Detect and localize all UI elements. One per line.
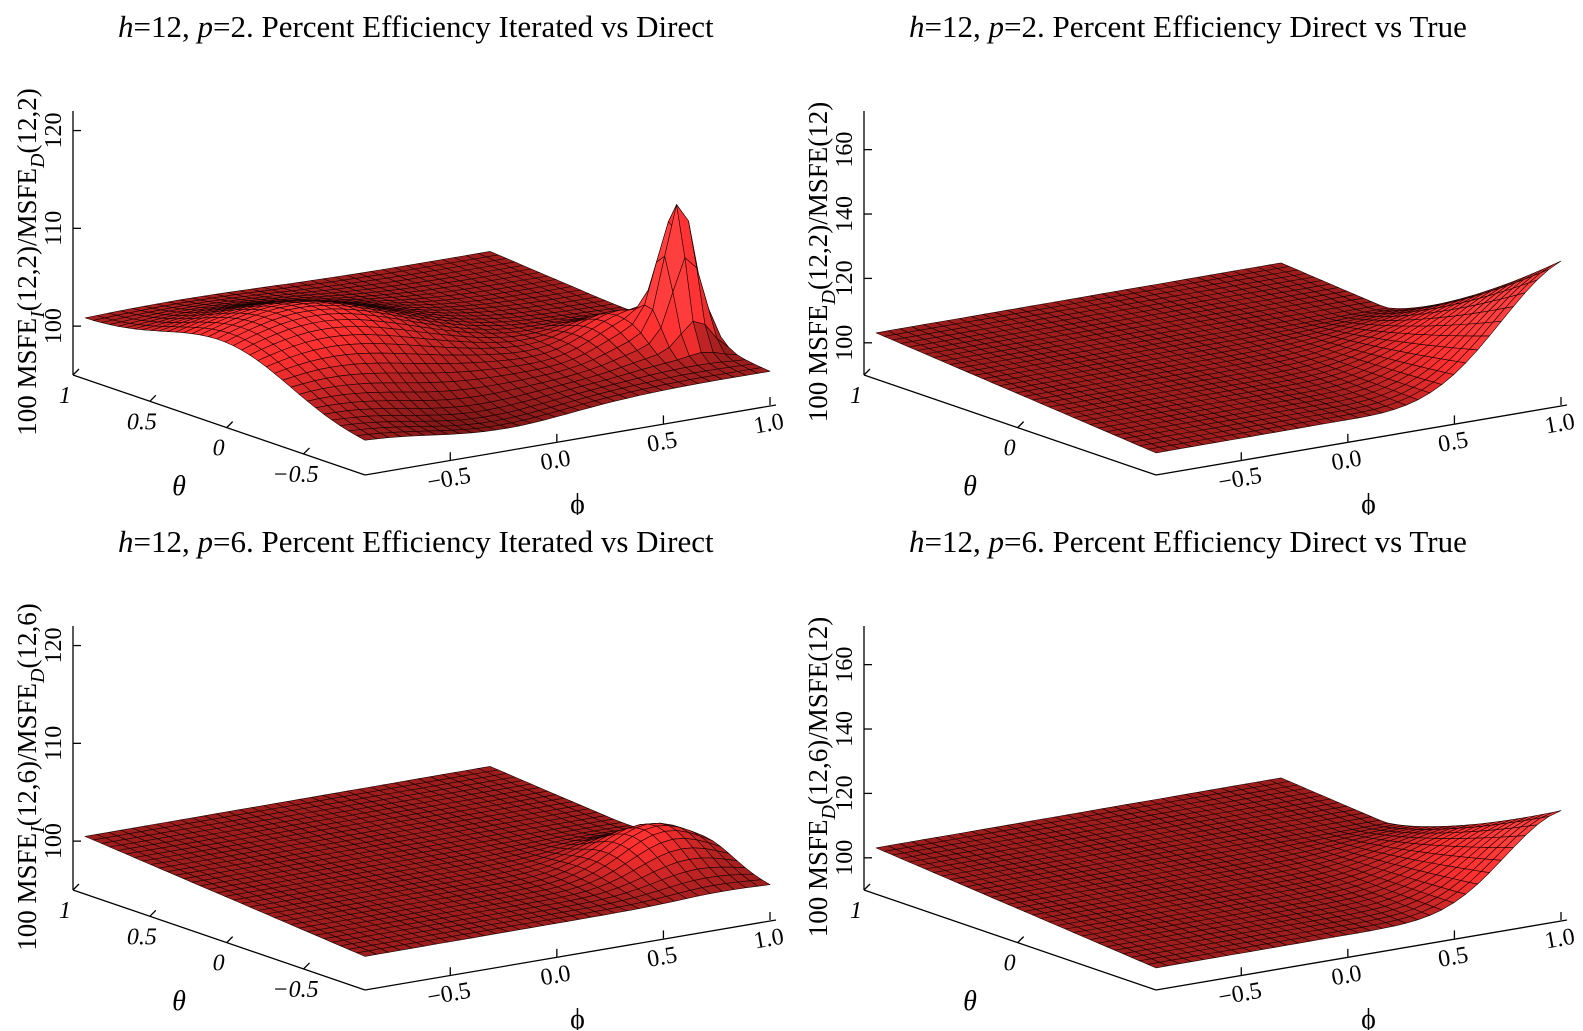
z-tick-label: 160 [832,647,858,683]
surface-cell [1540,810,1562,819]
theta-tick-label: 0 [1004,951,1016,977]
theta-axis-line [72,374,366,476]
z-tick-label: 100 [832,840,858,876]
phi-axis-line [1155,919,1568,991]
phi-tick-label: 1.0 [752,409,786,440]
panel-direct-vs-true-p2: h=12, p=2. Percent Efficiency Direct vs … [791,0,1582,515]
phi-axis-line [364,919,777,991]
surface-plot-svg: h=12, p=2. Percent Efficiency Iterated v… [12,9,786,515]
chart-title: h=12, p=2. Percent Efficiency Iterated v… [118,9,714,44]
theta-axis-line [72,889,366,991]
theta-tick-label: 1 [59,383,71,409]
surface-mesh [84,766,771,957]
theta-tick-mark [1017,936,1025,944]
z-axis-label: 100 MSFEI(12,2)/MSFED(12,2) [12,88,49,435]
phi-tick-label: 0.5 [1436,942,1470,973]
phi-tick-label: 1.0 [752,924,786,955]
theta-axis-line [863,374,1157,476]
theta-tick-label: 0 [1004,436,1016,462]
theta-tick-label: 0.5 [127,924,157,950]
phi-tick-label: 1.0 [1543,409,1577,440]
z-tick-label: 120 [41,113,67,149]
theta-tick-mark [863,883,871,891]
z-axis-label: 100 MSFED(12,2)/MSFE(12) [803,102,840,423]
theta-tick-mark [149,909,157,917]
phi-axis-label: ϕ [1361,489,1376,515]
surface-cell [749,879,771,887]
theta-tick-label: 0.5 [127,409,157,435]
surface-mesh [875,777,1562,969]
theta-tick-label: 1 [850,898,862,924]
theta-tick-label: 0 [213,951,225,977]
theta-tick-mark [226,936,234,944]
phi-tick-label: 1.0 [1543,924,1577,955]
phi-tick-label: 0.5 [1436,427,1470,458]
phi-axis-label: ϕ [570,489,585,515]
z-tick-label: 140 [832,196,858,232]
surface-cell [749,367,771,374]
theta-tick-label: 1 [59,898,71,924]
phi-tick-label: −0.5 [425,978,472,1011]
theta-tick-mark [863,368,871,376]
theta-tick-mark [72,883,80,891]
phi-tick-label: 0.0 [1330,446,1364,477]
phi-tick-label: −0.5 [1216,978,1263,1011]
chart-title: h=12, p=6. Percent Efficiency Iterated v… [118,524,714,559]
theta-tick-mark [226,421,234,429]
theta-tick-mark [1017,421,1025,429]
surface-mesh [84,204,771,441]
z-tick-label: 160 [832,132,858,168]
surface-cell [1540,260,1562,273]
theta-axis-line [863,889,1157,991]
theta-tick-label: −0.5 [272,462,318,488]
z-tick-label: 100 [41,308,67,344]
theta-axis-label: θ [172,986,186,1017]
phi-axis-label: ϕ [570,1004,585,1030]
z-tick-label: 110 [41,726,67,761]
z-tick-label: 110 [41,211,67,246]
surface-mesh [875,260,1562,454]
chart-title: h=12, p=2. Percent Efficiency Direct vs … [909,9,1467,44]
theta-tick-mark [72,368,80,376]
phi-tick-label: −0.5 [1216,463,1263,496]
z-tick-label: 120 [832,260,858,296]
theta-axis-label: θ [963,471,977,502]
theta-axis-label: θ [172,471,186,502]
phi-tick-label: 0.0 [539,446,573,477]
z-tick-label: 120 [41,628,67,664]
z-tick-label: 100 [832,325,858,361]
panel-direct-vs-true-p6: h=12, p=6. Percent Efficiency Direct vs … [791,515,1582,1030]
theta-tick-mark [303,447,310,455]
theta-tick-label: −0.5 [272,977,318,1003]
surface-plot-svg: h=12, p=6. Percent Efficiency Direct vs … [803,524,1577,1030]
theta-tick-mark [149,394,157,402]
phi-axis-line [1155,404,1568,476]
z-axis-label: 100 MSFED(12,6)/MSFE(12) [803,617,840,938]
surface-plot-svg: h=12, p=6. Percent Efficiency Iterated v… [12,524,786,1030]
theta-axis-label: θ [963,986,977,1017]
phi-tick-label: −0.5 [425,463,472,496]
z-tick-label: 120 [832,775,858,811]
z-tick-label: 140 [832,711,858,747]
phi-axis-line [364,404,777,476]
phi-tick-label: 0.0 [539,961,573,992]
z-tick-label: 100 [41,823,67,859]
theta-tick-mark [303,962,310,970]
phi-axis-label: ϕ [1361,1004,1376,1030]
theta-tick-label: 0 [213,436,225,462]
phi-tick-label: 0.5 [645,427,679,458]
surface-plot-svg: h=12, p=2. Percent Efficiency Direct vs … [803,9,1577,515]
theta-tick-label: 1 [850,383,862,409]
phi-tick-label: 0.5 [645,942,679,973]
z-axis-label: 100 MSFEI(12,6)/MSFED(12,6) [12,603,49,950]
panel-iterated-vs-direct-p6: h=12, p=6. Percent Efficiency Iterated v… [0,515,791,1030]
chart-title: h=12, p=6. Percent Efficiency Direct vs … [909,524,1467,559]
panel-iterated-vs-direct-p2: h=12, p=2. Percent Efficiency Iterated v… [0,0,791,515]
phi-tick-label: 0.0 [1330,961,1364,992]
